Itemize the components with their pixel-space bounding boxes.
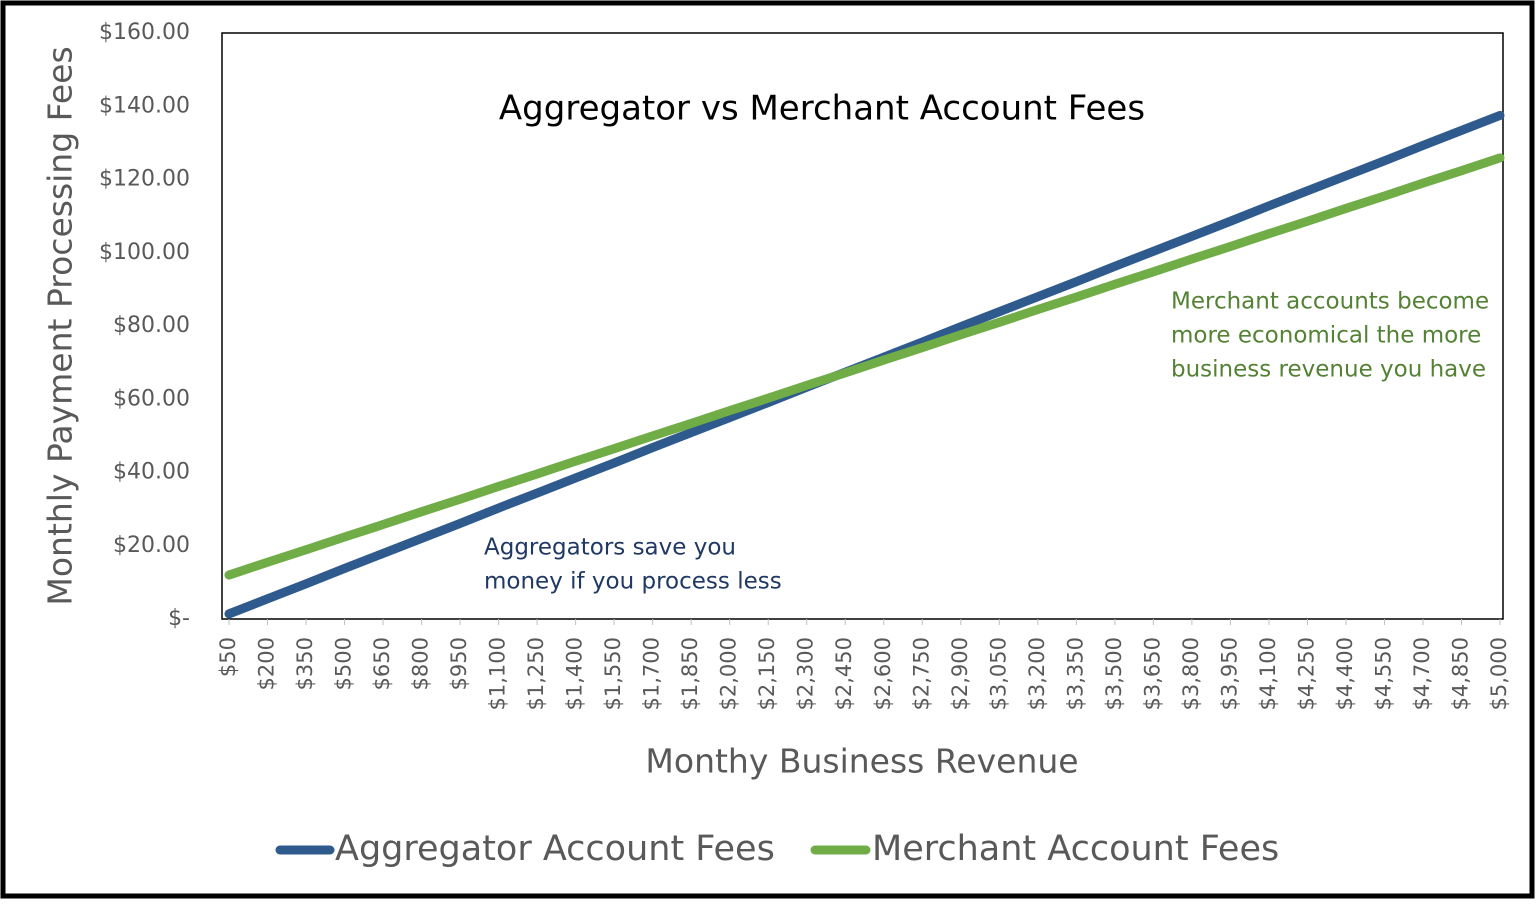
x-tick-label: $3,050 xyxy=(986,637,1010,710)
x-tick-label: $1,700 xyxy=(640,637,664,710)
y-axis-label: Monthly Payment Processing Fees xyxy=(41,46,80,605)
annotation: Aggregators save you xyxy=(484,535,736,561)
x-tick-label: $950 xyxy=(447,637,471,690)
x-tick-label: $3,800 xyxy=(1179,637,1203,710)
x-tick-label: $3,350 xyxy=(1063,637,1087,710)
x-tick-label: $350 xyxy=(293,637,317,690)
x-tick-label: $4,550 xyxy=(1371,637,1395,710)
x-tick-label: $650 xyxy=(370,637,394,690)
x-axis-label: Monthy Business Revenue xyxy=(645,742,1078,781)
series-line xyxy=(224,153,1505,580)
x-tick-label: $2,300 xyxy=(794,637,818,710)
annotation: more economical the more xyxy=(1171,323,1481,349)
x-tick-label: $1,250 xyxy=(524,637,548,710)
x-tick-label: $5,000 xyxy=(1487,637,1511,710)
y-tick-label: $20.00 xyxy=(113,533,190,558)
y-tick-label: $140.00 xyxy=(99,93,190,118)
x-tick-label: $4,250 xyxy=(1294,637,1318,710)
x-tick-label: $4,850 xyxy=(1448,637,1472,710)
x-tick-label: $500 xyxy=(332,637,356,690)
x-tick-label: $2,000 xyxy=(717,637,741,710)
annotation: Merchant accounts become xyxy=(1171,289,1489,315)
y-tick-label: $100.00 xyxy=(99,240,190,265)
annotation: business revenue you have xyxy=(1171,357,1486,383)
x-tick-label: $2,150 xyxy=(755,637,779,710)
x-tick-label: $1,100 xyxy=(486,637,510,710)
legend-label: Aggregator Account Fees xyxy=(335,829,775,869)
y-tick-label: $120.00 xyxy=(99,167,190,192)
x-tick-label: $2,750 xyxy=(909,637,933,710)
x-tick-label: $1,850 xyxy=(678,637,702,710)
x-tick-label: $4,700 xyxy=(1410,637,1434,710)
x-tick-label: $2,900 xyxy=(948,637,972,710)
legend-label: Merchant Account Fees xyxy=(872,829,1279,869)
x-tick-label: $50 xyxy=(216,637,240,677)
plot-area xyxy=(221,32,1504,620)
x-tick-label: $1,400 xyxy=(563,637,587,710)
y-tick-label: $40.00 xyxy=(113,460,190,485)
x-tick-label: $4,400 xyxy=(1333,637,1357,710)
x-tick-label: $2,450 xyxy=(832,637,856,710)
x-tick-label: $800 xyxy=(409,637,433,690)
y-tick-label: $80.00 xyxy=(113,313,190,338)
x-tick-label: $3,950 xyxy=(1217,637,1241,710)
x-tick-label: $1,550 xyxy=(601,637,625,710)
x-tick-label: $3,650 xyxy=(1140,637,1164,710)
x-tick-label: $3,200 xyxy=(1025,637,1049,710)
chart-title: Aggregator vs Merchant Account Fees xyxy=(499,89,1145,129)
x-tick-label: $200 xyxy=(255,637,279,690)
x-tick-label: $2,600 xyxy=(871,637,895,710)
x-tick-label: $4,100 xyxy=(1256,637,1280,710)
y-tick-label: $160.00 xyxy=(99,20,190,45)
annotation: money if you process less xyxy=(484,569,782,595)
y-tick-label: $60.00 xyxy=(113,386,190,411)
y-tick-label: $- xyxy=(168,606,190,631)
x-tick-label: $3,500 xyxy=(1102,637,1126,710)
